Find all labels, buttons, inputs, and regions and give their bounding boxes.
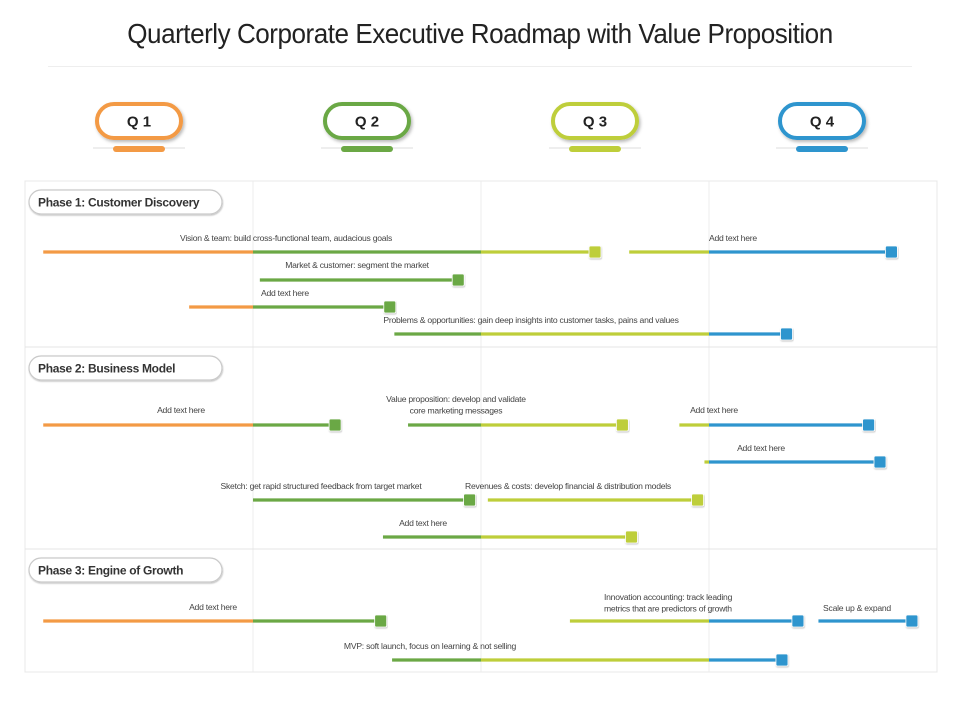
task-label: Add text here — [709, 233, 757, 243]
task-label: Add text here — [690, 405, 738, 415]
task-end-marker[interactable] — [615, 418, 629, 432]
task-bar-phase2-5: Sketch: get rapid structured feedback fr… — [221, 481, 477, 507]
task-bar-phase3-3: Scale up & expand — [818, 603, 919, 628]
task-end-marker[interactable] — [905, 614, 919, 628]
phase-badge-shape — [28, 189, 223, 215]
task-bar-phase1-1: Vision & team: build cross-functional te… — [43, 233, 602, 259]
task-label: metrics that are predictors of growth — [604, 604, 732, 614]
task-bar-phase2-4: Add text here — [704, 443, 887, 469]
task-label: core marketing messages — [410, 406, 503, 416]
task-end-marker[interactable] — [775, 653, 789, 667]
quarter-pill — [778, 102, 866, 140]
task-bar-phase3-2: Innovation accounting: track leading metr… — [569, 592, 805, 628]
phase-badge-3: Phase 3: Engine of Growth — [28, 557, 223, 583]
quarter-marker-bar — [113, 146, 165, 152]
quarter-header-1: Q 1 — [93, 102, 185, 152]
task-bar-phase2-7: Add text here — [382, 518, 638, 544]
task-end-marker[interactable] — [791, 614, 805, 628]
phase-title: Phase 1: Customer Discovery — [38, 195, 200, 209]
task-label: Problems & opportunities: gain deep insi… — [383, 315, 678, 325]
quarter-pill — [95, 102, 183, 140]
task-end-marker[interactable] — [463, 493, 477, 507]
task-label: Innovation accounting: track leading — [604, 592, 733, 602]
task-bar-phase3-1: Add text here — [43, 602, 388, 628]
task-end-marker[interactable] — [451, 273, 465, 287]
task-label: Revenues & costs: develop financial & di… — [465, 481, 671, 491]
task-label: Add text here — [157, 405, 205, 415]
task-label: Market & customer: segment the market — [285, 260, 429, 270]
task-bar-phase2-6: Revenues & costs: develop financial & di… — [465, 481, 704, 507]
quarter-header-3: Q 3 — [549, 102, 641, 152]
task-end-marker[interactable] — [374, 614, 388, 628]
phase-badge-1: Phase 1: Customer Discovery — [28, 189, 223, 215]
quarter-label: Q 1 — [127, 114, 151, 131]
quarter-label: Q 2 — [355, 114, 379, 131]
task-label: Add text here — [189, 602, 237, 612]
phase-badge-shape — [28, 355, 223, 381]
task-bar-phase1-5: Problems & opportunities: gain deep insi… — [383, 315, 793, 341]
quarter-pill — [323, 102, 411, 140]
quarter-label: Q 4 — [810, 114, 835, 131]
task-end-marker[interactable] — [383, 300, 397, 314]
task-label: Add text here — [737, 443, 785, 453]
task-end-marker[interactable] — [691, 493, 704, 507]
title-divider — [48, 66, 912, 67]
task-end-marker[interactable] — [873, 455, 887, 469]
quarter-marker-bar — [569, 146, 621, 152]
task-label: Sketch: get rapid structured feedback fr… — [221, 481, 423, 491]
task-end-marker[interactable] — [885, 245, 898, 259]
quarter-label: Q 3 — [583, 114, 607, 131]
page-title: Quarterly Corporate Executive Roadmap wi… — [127, 18, 833, 49]
quarter-header-2: Q 2 — [321, 102, 413, 152]
quarter-header-4: Q 4 — [776, 102, 868, 152]
task-bar-phase2-3: Add text here — [679, 405, 875, 432]
task-bar-phase1-2: Add text here — [629, 233, 898, 259]
phase-badge-shape — [28, 557, 223, 583]
task-end-marker[interactable] — [625, 530, 638, 544]
quarter-pill — [551, 102, 639, 140]
task-end-marker[interactable] — [862, 418, 875, 432]
task-label: Add text here — [261, 288, 309, 298]
task-end-marker[interactable] — [588, 245, 602, 259]
task-bar-phase1-3: Market & customer: segment the market — [259, 260, 465, 287]
quarter-marker-bar — [341, 146, 393, 152]
task-bar-phase1-4: Add text here — [189, 288, 397, 314]
phase-title: Phase 3: Engine of Growth — [38, 563, 183, 577]
quarter-marker-bar — [796, 146, 848, 152]
phase-title: Phase 2: Business Model — [38, 361, 175, 375]
task-label: Add text here — [399, 518, 447, 528]
task-label: Vision & team: build cross-functional te… — [180, 233, 392, 243]
task-bar-phase2-2: Value proposition: develop and validate c… — [386, 394, 629, 432]
task-label: Value proposition: develop and validate — [386, 394, 526, 404]
task-label: MVP: soft launch, focus on learning & no… — [344, 641, 517, 651]
task-end-marker[interactable] — [328, 418, 342, 432]
task-label: Scale up & expand — [823, 603, 891, 613]
phase-badge-2: Phase 2: Business Model — [28, 355, 223, 381]
task-bar-phase3-4: MVP: soft launch, focus on learning & no… — [344, 641, 789, 667]
task-bar-phase2-1: Add text here — [43, 405, 342, 432]
task-end-marker[interactable] — [780, 327, 793, 341]
